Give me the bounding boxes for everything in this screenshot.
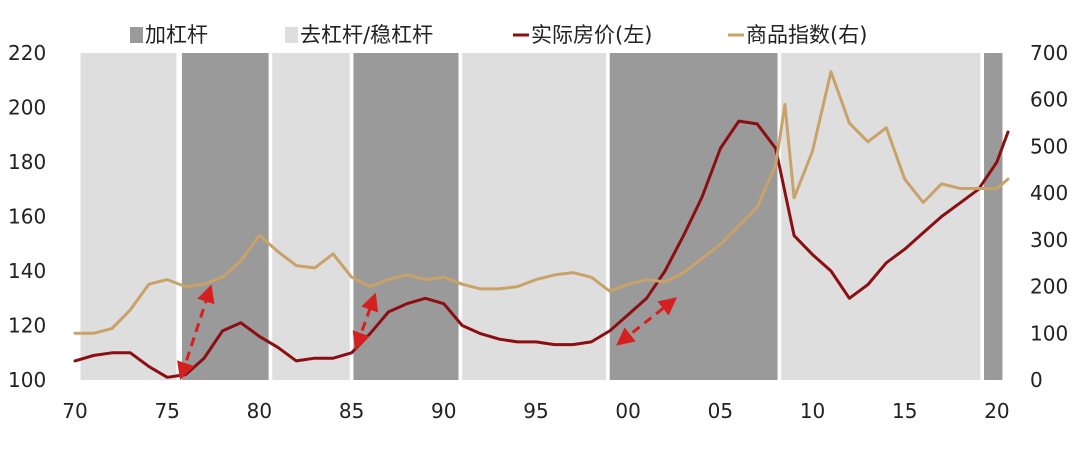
y-right-tick-3: 300 bbox=[1030, 228, 1068, 252]
y-right-tick-0: 0 bbox=[1030, 368, 1043, 392]
legend: 加杠杆 去杠杆/稳杠杆 实际房价(左) 商品指数(右) bbox=[130, 23, 867, 47]
series-line-1 bbox=[73, 70, 1010, 335]
y-right-tick-1: 100 bbox=[1030, 321, 1068, 345]
series-line-0 bbox=[73, 119, 1010, 379]
y-right-tick-5: 500 bbox=[1030, 134, 1068, 158]
legend-label-3: 商品指数(右) bbox=[746, 23, 867, 47]
x-tick-4: 90 bbox=[431, 399, 456, 423]
band-2 bbox=[272, 53, 350, 380]
annotation-arrows bbox=[177, 284, 678, 381]
x-tick-6: 00 bbox=[615, 399, 640, 423]
leverage-bands bbox=[80, 53, 1003, 380]
x-tick-3: 85 bbox=[339, 399, 364, 423]
y-right-tick-6: 600 bbox=[1030, 88, 1068, 112]
band-6 bbox=[781, 53, 981, 380]
x-tick-0: 70 bbox=[62, 399, 87, 423]
x-tick-5: 95 bbox=[523, 399, 548, 423]
y-left-tick-1: 120 bbox=[8, 314, 46, 338]
y-right-tick-2: 200 bbox=[1030, 275, 1068, 299]
band-4 bbox=[462, 53, 607, 380]
y-right-tick-4: 400 bbox=[1030, 181, 1068, 205]
x-tick-2: 80 bbox=[247, 399, 272, 423]
legend-label-1: 去杠杆/稳杠杆 bbox=[300, 23, 433, 47]
x-tick-8: 10 bbox=[800, 399, 825, 423]
y-left-tick-3: 160 bbox=[8, 205, 46, 229]
y-right-tick-7: 700 bbox=[1030, 41, 1068, 65]
band-3 bbox=[353, 53, 459, 380]
y-left-tick-4: 180 bbox=[8, 150, 46, 174]
legend-label-2: 实际房价(左) bbox=[531, 23, 652, 47]
legend-label-0: 加杠杆 bbox=[145, 23, 208, 47]
annotation-arrow-1 bbox=[352, 292, 379, 351]
series-lines bbox=[73, 70, 1010, 379]
x-tick-10: 20 bbox=[984, 399, 1009, 423]
y-left-tick-2: 140 bbox=[8, 259, 46, 283]
x-tick-7: 05 bbox=[708, 399, 733, 423]
annotation-arrow-2 bbox=[616, 297, 678, 346]
band-7 bbox=[984, 53, 1003, 380]
axes: 100 120 140 160 180 200 220 0 100 200 300 400 500 600… bbox=[8, 41, 1068, 423]
x-tick-9: 15 bbox=[892, 399, 917, 423]
y-left-tick-6: 220 bbox=[8, 41, 46, 65]
y-left-tick-5: 200 bbox=[8, 96, 46, 120]
band-0 bbox=[80, 53, 177, 380]
y-left-tick-0: 100 bbox=[8, 368, 46, 392]
legend-swatch-0 bbox=[130, 27, 143, 43]
x-tick-1: 75 bbox=[154, 399, 179, 423]
legend-swatch-1 bbox=[285, 27, 298, 43]
